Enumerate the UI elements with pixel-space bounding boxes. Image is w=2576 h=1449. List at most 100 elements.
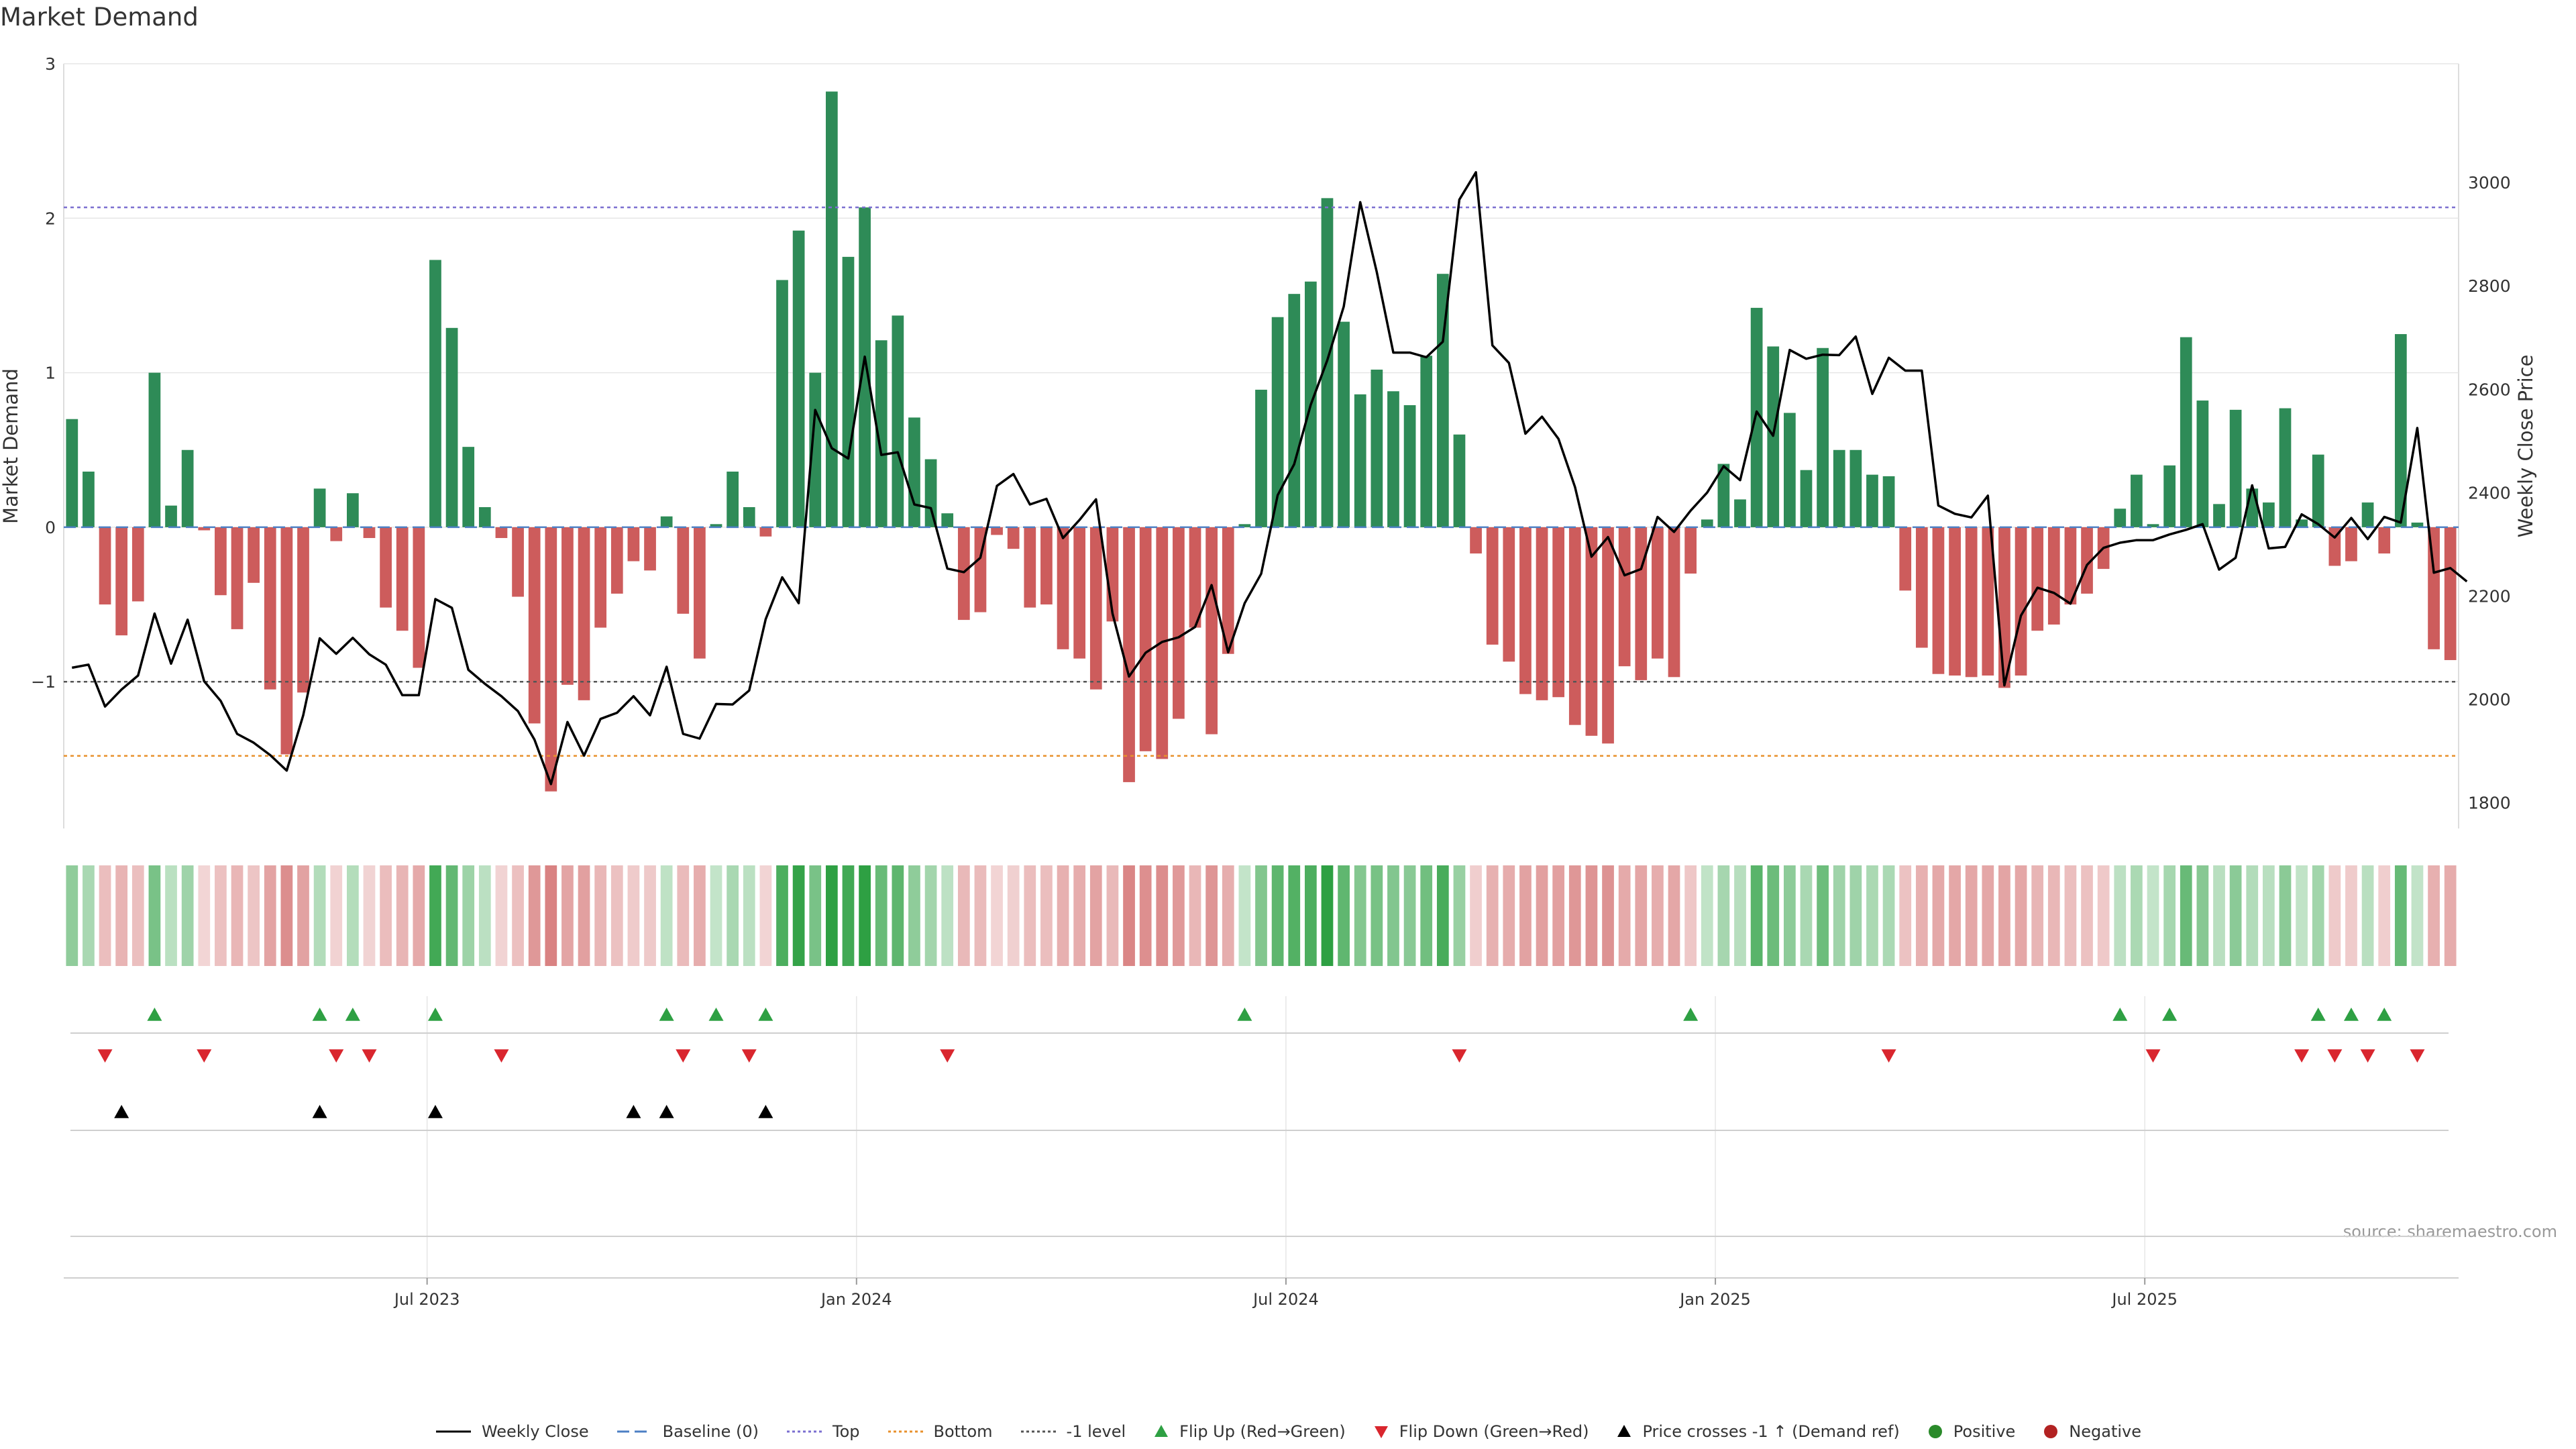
demand-bar (198, 527, 211, 531)
heat-cell (131, 865, 144, 966)
heat-cell (594, 865, 607, 966)
demand-bar (578, 527, 590, 700)
flip-up-marker (2310, 1008, 2326, 1021)
demand-bar (1668, 527, 1680, 678)
demand-bar (1371, 370, 1383, 527)
legend-label: Negative (2069, 1422, 2142, 1441)
flip-up-marker (2112, 1008, 2128, 1021)
demand-bar (2296, 519, 2308, 527)
heat-cell (1007, 865, 1020, 966)
demand-bar (825, 91, 838, 527)
heat-cell (991, 865, 1003, 966)
heat-cell (1503, 865, 1515, 966)
heat-cell (1156, 865, 1169, 966)
heat-cell (478, 865, 491, 966)
demand-bar (99, 527, 111, 605)
heat-cell (297, 865, 309, 966)
flip-up-marker (345, 1008, 360, 1021)
price-cross-marker (312, 1105, 327, 1118)
demand-bar (2047, 527, 2060, 625)
demand-bar (2081, 527, 2093, 594)
heat-cell (1387, 865, 1399, 966)
heat-cell (2361, 865, 2374, 966)
price-cross-marker (659, 1105, 674, 1118)
legend-swatch (787, 1430, 822, 1433)
demand-bar (1717, 464, 1730, 527)
flip-down-marker (97, 1049, 113, 1063)
heat-cell (1519, 865, 1532, 966)
demand-bar (776, 280, 788, 527)
demand-bar (1635, 527, 1648, 680)
heat-cell (578, 865, 590, 966)
legend-item: Flip Up (Red→Green) (1152, 1422, 1346, 1441)
y-tick-label: 2 (45, 209, 56, 228)
heat-cell (644, 865, 656, 966)
legend-label: Flip Down (Green→Red) (1399, 1422, 1589, 1441)
demand-bar (478, 506, 491, 527)
heat-cell (1106, 865, 1119, 966)
legend-item: Price crosses -1 ↑ (Demand ref) (1615, 1422, 1900, 1441)
y-tick-label: 3 (45, 54, 56, 74)
demand-bar (1238, 524, 1251, 527)
legend-item: Top (786, 1422, 860, 1441)
legend-item: Bottom (887, 1422, 993, 1441)
heat-cell (1684, 865, 1697, 966)
y-tick-label: −1 (31, 672, 56, 692)
x-tick-label: Jan 2024 (820, 1290, 892, 1309)
heat-cell (1371, 865, 1383, 966)
demand-bar (66, 419, 78, 527)
heat-cell (495, 865, 508, 966)
demand-bar (280, 527, 293, 755)
demand-bar (941, 513, 954, 527)
heat-cell (1734, 865, 1746, 966)
heat-cell (198, 865, 211, 966)
demand-bar (1354, 394, 1366, 527)
flip-down-marker (2360, 1049, 2375, 1063)
heat-cell (2345, 865, 2357, 966)
heat-cell (1288, 865, 1301, 966)
heat-cell (1238, 865, 1251, 966)
flip-down-marker (940, 1049, 955, 1063)
flip-up-marker (2162, 1008, 2178, 1021)
demand-bar (2131, 474, 2143, 527)
demand-bar (462, 447, 475, 527)
heat-cell (2279, 865, 2292, 966)
flip-down-marker (494, 1049, 509, 1063)
heat-cell (313, 865, 326, 966)
heat-cell (1982, 865, 1994, 966)
heat-cell (561, 865, 574, 966)
heat-cell (1866, 865, 1878, 966)
heat-cell (1949, 865, 1961, 966)
legend-swatch (1374, 1426, 1388, 1438)
heat-cell (1849, 865, 1862, 966)
heat-cell (215, 865, 227, 966)
demand-bar (809, 372, 822, 527)
x-tick-label: Jul 2025 (2110, 1290, 2178, 1309)
y-axis-label: Market Demand (0, 368, 22, 524)
demand-bar (2114, 508, 2127, 527)
heat-cell (380, 865, 392, 966)
demand-bar (2163, 465, 2176, 527)
legend-label: Price crosses -1 ↑ (Demand ref) (1642, 1422, 1900, 1441)
demand-bar (1932, 527, 1945, 674)
heat-cell (115, 865, 128, 966)
heat-cell (776, 865, 788, 966)
heat-cell (1618, 865, 1631, 966)
heat-cell (1354, 865, 1366, 966)
heat-cell (1470, 865, 1482, 966)
heat-cell (462, 865, 475, 966)
demand-bar (1139, 527, 1152, 751)
demand-bar (1073, 527, 1086, 659)
heat-cell (2411, 865, 2424, 966)
demand-bar (1189, 527, 1201, 628)
demand-bar (842, 256, 855, 527)
demand-bar (330, 527, 343, 541)
legend-item: Weekly Close (435, 1422, 589, 1441)
legend-swatch (435, 1430, 471, 1433)
heat-cell (974, 865, 987, 966)
heat-cell (2246, 865, 2259, 966)
legend-swatch (1928, 1425, 1942, 1438)
y-tick-label: 1 (45, 364, 56, 383)
demand-bar (148, 372, 161, 527)
heat-cell (2213, 865, 2225, 966)
